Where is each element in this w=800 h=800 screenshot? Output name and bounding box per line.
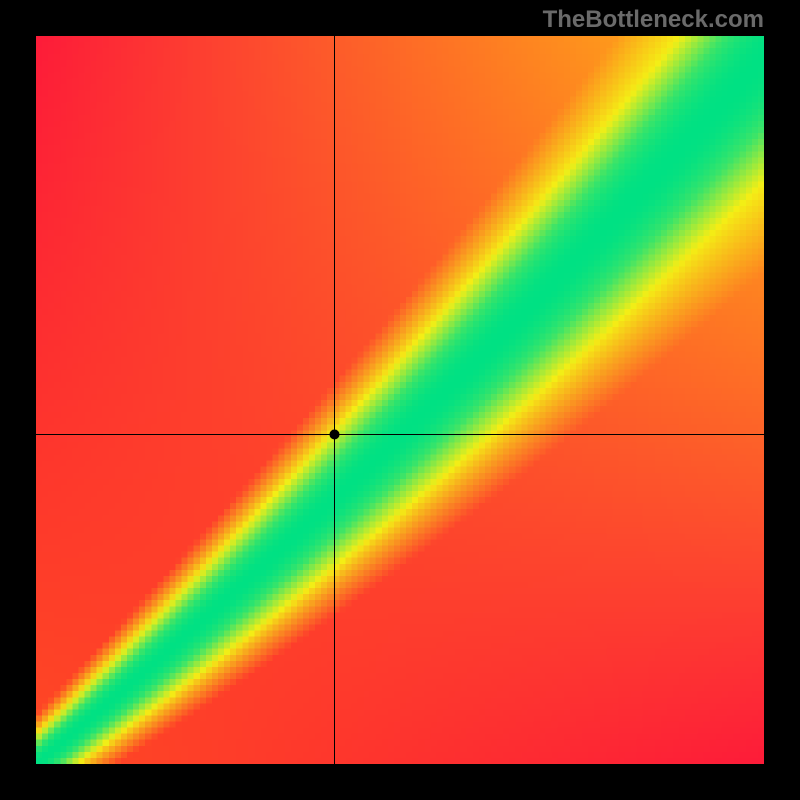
watermark-text: TheBottleneck.com xyxy=(543,6,764,34)
chart-container: { "watermark": { "text": "TheBottleneck.… xyxy=(0,0,800,800)
crosshair-overlay xyxy=(36,36,764,764)
